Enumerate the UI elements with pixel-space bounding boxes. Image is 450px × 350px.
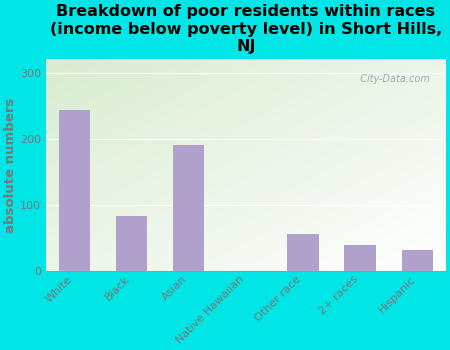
Bar [344,245,376,272]
Bar [59,110,90,272]
Text: City-Data.com: City-Data.com [354,74,430,84]
Bar [173,145,204,272]
Bar [287,234,319,272]
Bar [401,250,433,272]
Y-axis label: absolute numbers: absolute numbers [4,98,17,233]
Title: Breakdown of poor residents within races
(income below poverty level) in Short H: Breakdown of poor residents within races… [50,4,442,54]
Bar [116,216,147,272]
